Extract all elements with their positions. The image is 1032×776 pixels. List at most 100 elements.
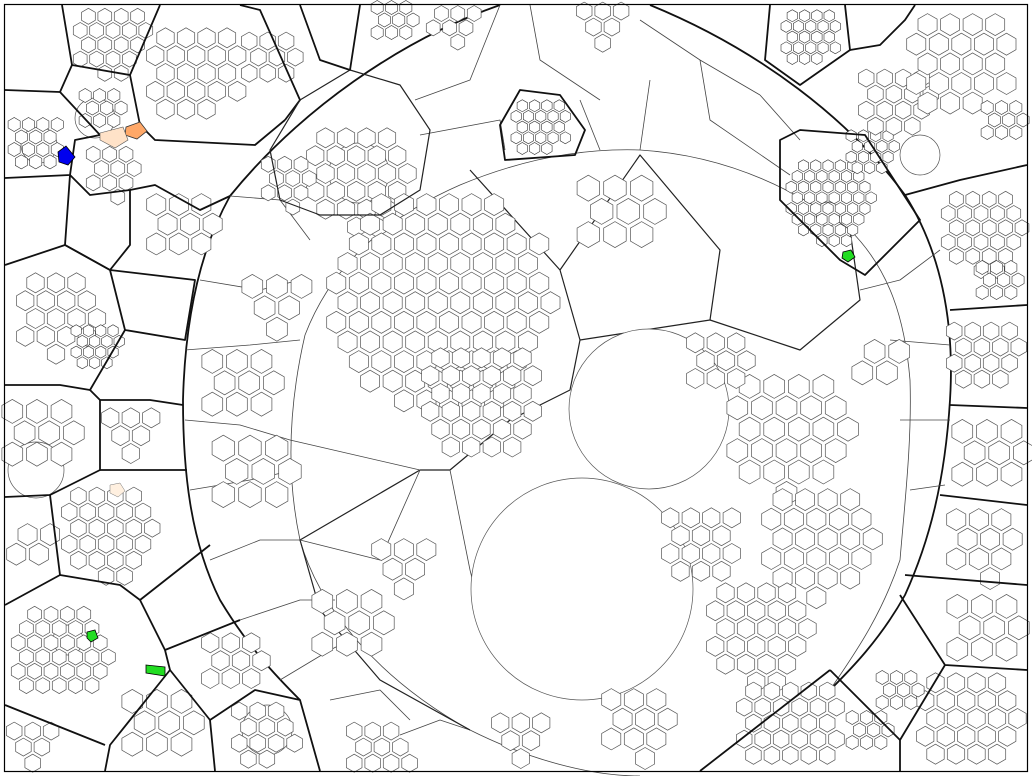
voronoi-cell xyxy=(980,567,1000,590)
voronoi-cell xyxy=(146,80,165,102)
voronoi-cell xyxy=(828,212,840,226)
cluster-boundary-32 xyxy=(779,129,921,276)
cluster-boundary-3 xyxy=(129,74,286,146)
voronoi-cell xyxy=(377,127,397,149)
voronoi-cell xyxy=(89,335,101,348)
voronoi-cell xyxy=(439,193,459,217)
voronoi-cell xyxy=(716,653,735,675)
voronoi-cell xyxy=(791,212,803,226)
voronoi-cell xyxy=(976,418,998,444)
voronoi-cell xyxy=(240,717,257,737)
voronoi-cell xyxy=(946,353,963,373)
voronoi-cell xyxy=(590,197,614,225)
voronoi-cell xyxy=(27,605,42,623)
voronoi-cell xyxy=(77,290,96,312)
voronoi-cell xyxy=(782,745,799,765)
voronoi-cell xyxy=(357,127,376,149)
voronoi-cell xyxy=(265,434,289,462)
voronoi-cell xyxy=(819,681,836,701)
voronoi-cell xyxy=(800,713,817,733)
voronoi-cell xyxy=(421,365,440,387)
voronoi-cell xyxy=(107,518,124,538)
voronoi-cell xyxy=(97,64,113,82)
voronoi-cell xyxy=(904,670,918,685)
voronoi-cell xyxy=(416,232,437,256)
voronoi-cell xyxy=(503,400,522,422)
voronoi-cell xyxy=(388,145,407,167)
voronoi-cell xyxy=(240,749,257,769)
voronoi-cell xyxy=(777,582,797,604)
voronoi-cell xyxy=(867,116,884,136)
voronoi-cell xyxy=(168,193,189,217)
voronoi-cell xyxy=(434,5,449,22)
voronoi-cell xyxy=(757,618,776,639)
voronoi-cell xyxy=(451,347,471,369)
voronoi-cell xyxy=(105,50,121,68)
voronoi-cell xyxy=(367,145,386,167)
voronoi-cell xyxy=(371,538,392,562)
voronoi-cell xyxy=(231,650,251,672)
voronoi-cell xyxy=(27,634,42,652)
voronoi-cell xyxy=(751,395,773,421)
voronoi-cell xyxy=(957,690,976,712)
voronoi-cell xyxy=(716,618,735,639)
voronoi-cell xyxy=(926,708,945,729)
voronoi-cell xyxy=(998,690,1017,712)
voronoi-cell xyxy=(812,459,835,485)
voronoi-cell xyxy=(775,438,798,464)
voronoi-cell xyxy=(70,518,87,538)
voronoi-cell xyxy=(747,635,766,657)
voronoi-cell xyxy=(630,174,654,202)
voronoi-cell xyxy=(791,697,808,717)
voronoi-cell xyxy=(252,650,271,672)
voronoi-cell xyxy=(399,25,413,40)
voronoi-cell xyxy=(259,63,276,83)
voronoi-cell xyxy=(824,438,847,464)
voronoi-cell xyxy=(360,631,383,657)
voronoi-cell xyxy=(225,457,249,485)
voronoi-cell xyxy=(336,198,356,220)
voronoi-cell xyxy=(157,212,178,236)
voronoi-cell xyxy=(38,420,60,446)
voronoi-cell xyxy=(461,310,482,334)
voronoi-cell xyxy=(958,615,981,641)
voronoi-cell xyxy=(102,174,117,192)
voronoi-cell xyxy=(393,538,414,562)
voronoi-cell xyxy=(702,543,721,564)
voronoi-cell xyxy=(35,648,51,666)
voronoi-cell xyxy=(967,708,986,729)
voronoi-cell xyxy=(293,155,309,173)
voronoi-cell xyxy=(845,735,859,750)
voronoi-cell xyxy=(797,159,809,173)
voronoi-cell xyxy=(737,350,756,372)
voronoi-cell xyxy=(904,695,918,710)
voronoi-cell xyxy=(68,677,83,695)
voronoi-cell xyxy=(964,353,981,373)
voronoi-cell xyxy=(450,252,471,275)
voronoi-cell xyxy=(955,337,972,357)
voronoi-cell xyxy=(1006,233,1022,251)
voronoi-cell xyxy=(26,441,48,467)
voronoi-cell xyxy=(336,631,358,657)
voronoi-cell xyxy=(712,560,731,582)
voronoi-cell xyxy=(492,347,512,369)
voronoi-cell xyxy=(33,737,51,757)
voronoi-cell xyxy=(405,291,426,315)
voronoi-cell xyxy=(828,234,840,247)
voronoi-cell xyxy=(22,117,35,132)
voronoi-cell xyxy=(290,273,313,299)
voronoi-cell xyxy=(439,232,459,256)
voronoi-cell xyxy=(107,88,121,103)
voronoi-cell xyxy=(957,233,972,251)
voronoi-cell xyxy=(116,566,133,586)
voronoi-cell xyxy=(405,252,426,275)
voronoi-cell xyxy=(806,507,827,531)
voronoi-cell xyxy=(46,272,66,294)
voronoi-cell xyxy=(398,163,417,184)
voronoi-cell xyxy=(67,272,86,294)
voronoi-cell xyxy=(810,202,822,215)
voronoi-cell xyxy=(987,672,1007,694)
voronoi-cell xyxy=(241,273,264,299)
voronoi-cell xyxy=(316,127,335,149)
